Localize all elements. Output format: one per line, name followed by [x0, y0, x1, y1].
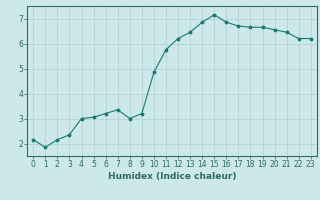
X-axis label: Humidex (Indice chaleur): Humidex (Indice chaleur) [108, 172, 236, 181]
